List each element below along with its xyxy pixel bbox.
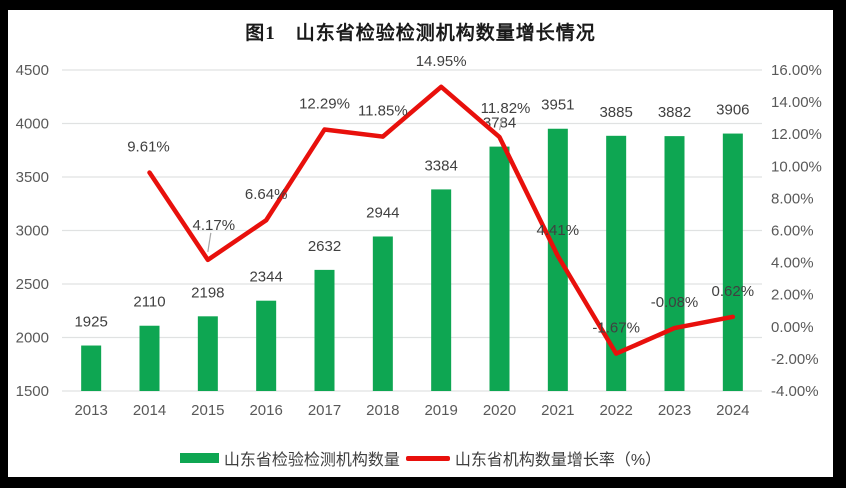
left-axis-tick: 4000 (16, 116, 49, 133)
x-axis-label: 2022 (599, 402, 632, 419)
bar-value-label: 2344 (249, 269, 282, 286)
chart-title: 图1 山东省检验检测机构数量增长情况 (245, 23, 596, 44)
line-swatch (405, 455, 450, 461)
bar-2024 (722, 133, 743, 392)
bar-value-label: 3951 (541, 97, 574, 114)
right-axis-tick: -4.00% (771, 383, 819, 400)
legend-item-growth-rate: 山东省机构数量增长率（%） (405, 446, 662, 470)
right-axis-tick: 2.00% (771, 287, 814, 304)
bar-value-label: 2110 (133, 294, 165, 311)
bar-2016 (256, 300, 277, 391)
legend-label-growth-rate: 山东省机构数量增长率（%） (454, 452, 662, 469)
right-axis-tick: 16.00% (771, 62, 822, 79)
rate-value-label: 4.41% (537, 222, 580, 239)
x-axis-label: 2021 (541, 402, 574, 419)
bar-2015 (197, 316, 218, 391)
bar-value-label: 3384 (424, 157, 457, 174)
bar-2014 (139, 325, 160, 391)
left-axis-tick: 4500 (16, 62, 49, 79)
bar-2023 (664, 136, 685, 391)
x-axis-label: 2014 (133, 402, 166, 419)
bar-value-label: 3885 (599, 104, 632, 121)
left-axis-tick: 2000 (16, 330, 49, 347)
rate-value-label: 4.17% (193, 217, 236, 234)
right-axis-tick: 4.00% (771, 255, 814, 272)
bar-2018 (372, 236, 393, 391)
bar-value-label: 2198 (191, 284, 224, 301)
x-axis-label: 2015 (191, 402, 224, 419)
rate-value-label: -0.08% (651, 294, 699, 311)
bar-swatch (179, 453, 219, 463)
chart-card: 图1 山东省检验检测机构数量增长情况 4500 4000 3500 3000 2500 2… (8, 10, 833, 477)
chart-canvas: 4500 4000 3500 3000 2500 2000 1500 16.00% 14.00%… (16, 53, 822, 419)
x-axis-label: 2019 (424, 402, 457, 419)
left-axis-tick: 2500 (16, 276, 49, 293)
left-axis-tick: 1500 (16, 383, 49, 400)
right-axis-tick: 14.00% (771, 94, 822, 111)
bar-2019 (431, 189, 452, 391)
x-axis-label: 2013 (74, 402, 107, 419)
bar-2017 (314, 269, 335, 391)
right-axis-tick: 8.00% (771, 190, 814, 207)
rate-value-label: 6.64% (245, 186, 288, 203)
left-axis-tick: 3500 (16, 169, 49, 186)
growth-rate-line (147, 84, 736, 356)
rate-value-label: 12.29% (299, 96, 350, 113)
x-axis-label: 2016 (249, 402, 282, 419)
legend: 山东省检验检测机构数量 山东省机构数量增长率（%） (8, 447, 833, 469)
bar-value-label: 1925 (74, 314, 107, 331)
legend-item-institutions: 山东省检验检测机构数量 (179, 446, 400, 470)
legend-label-institutions: 山东省检验检测机构数量 (223, 452, 400, 469)
bar-value-label: 2944 (366, 204, 399, 221)
rate-value-label: 0.62% (712, 283, 755, 300)
bar-2013 (81, 345, 102, 391)
x-axis-label: 2023 (658, 402, 691, 419)
rate-value-label: 9.61% (127, 139, 170, 156)
x-axis-label: 2020 (483, 402, 516, 419)
rate-value-label: 14.95% (416, 53, 467, 70)
bar-2020 (489, 146, 510, 391)
x-axis-label: 2024 (716, 402, 749, 419)
right-axis-tick: -2.00% (771, 351, 819, 368)
rate-value-label: 11.85% (358, 103, 408, 120)
right-axis-tick: 6.00% (771, 223, 814, 240)
right-axis-tick: 0.00% (771, 319, 814, 336)
rate-value-label: 11.82% (481, 100, 531, 117)
left-axis-tick: 3000 (16, 223, 49, 240)
label-leader-line (207, 232, 212, 252)
rate-value-label: -1.67% (592, 320, 640, 337)
right-axis-tick: 10.00% (771, 158, 822, 175)
x-axis-label: 2018 (366, 402, 399, 419)
bar-2022 (606, 135, 627, 391)
x-axis-label: 2017 (308, 402, 341, 419)
bar-value-label: 2632 (308, 238, 341, 255)
label-leader-line (498, 116, 504, 131)
bar-value-label: 3882 (658, 104, 691, 121)
bar-value-label: 3906 (716, 102, 749, 119)
right-axis-tick: 12.00% (771, 126, 822, 143)
